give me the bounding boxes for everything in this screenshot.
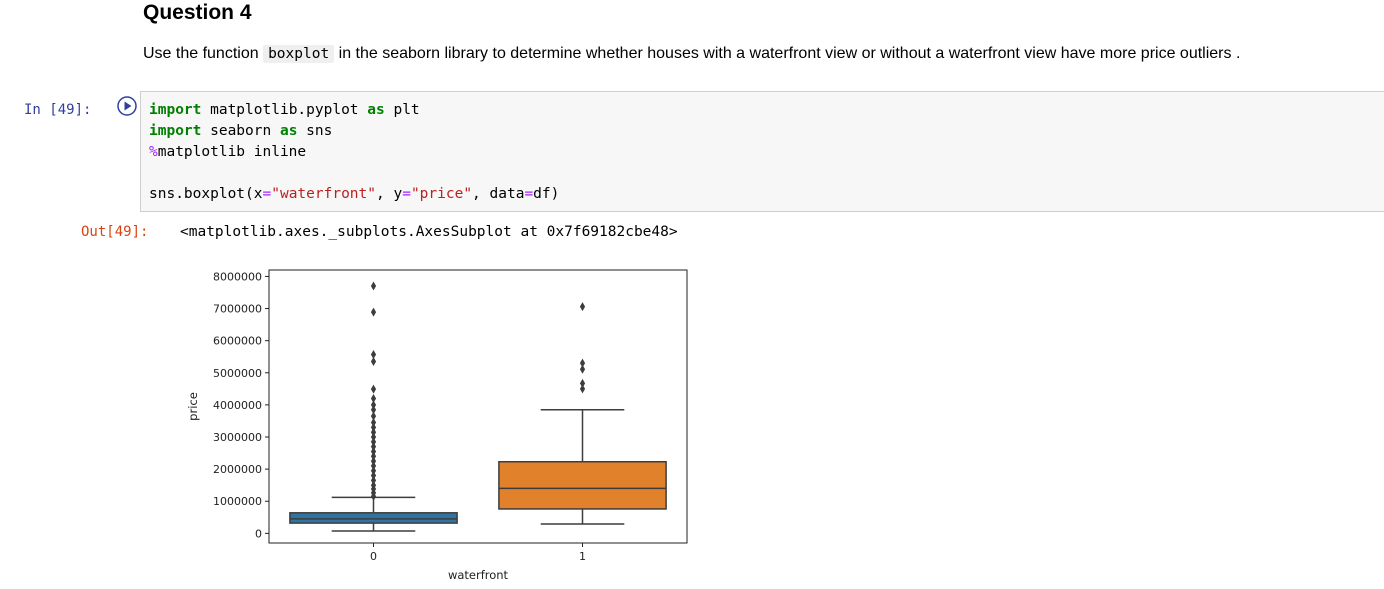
y-tick-label: 1000000 (213, 495, 262, 508)
code-token: import (149, 102, 202, 118)
code-lines: import matplotlib.pyplot as plt import se… (149, 100, 1384, 205)
outlier-point (370, 456, 377, 466)
code-token: as (367, 102, 385, 118)
outlier-point (579, 302, 586, 312)
inline-code-boxplot: boxplot (263, 45, 335, 63)
outlier-point (370, 411, 377, 421)
play-icon (117, 96, 137, 116)
outlier-point (370, 422, 377, 432)
markdown-paragraph: Use the function boxplot in the seaborn … (143, 42, 1240, 66)
code-token: sns.boxplot(x (149, 186, 263, 202)
outlier-point (370, 451, 377, 461)
outlier-point (370, 432, 377, 442)
markdown-heading: Question 4 (143, 1, 252, 24)
outlier-point (370, 405, 377, 415)
code-token: import (149, 123, 202, 139)
outlier-point (370, 357, 377, 367)
outlier-point (370, 491, 377, 501)
y-tick-label: 8000000 (213, 270, 262, 283)
code-line: sns.boxplot(x="waterfront", y="price", d… (149, 184, 1384, 205)
code-token: "price" (410, 186, 473, 202)
code-line (149, 163, 1384, 184)
code-token: , y (376, 186, 403, 202)
outlier-point (579, 384, 586, 394)
plot-frame (268, 269, 688, 544)
run-cell-button[interactable] (117, 96, 137, 116)
outlier-point (370, 400, 377, 410)
x-axis-label: waterfront (448, 568, 509, 582)
outlier-point (370, 471, 377, 481)
y-tick-label: 5000000 (213, 367, 262, 380)
para-text-after: in the seaborn library to determine whet… (334, 45, 1241, 62)
x-tick-label: 0 (370, 550, 377, 563)
y-tick-label: 6000000 (213, 335, 262, 348)
code-token: = (262, 186, 272, 202)
y-axis-label: price (186, 392, 200, 421)
code-line: import seaborn as sns (149, 121, 1384, 142)
output-prompt: Out[49]: (81, 224, 149, 240)
code-token: = (402, 186, 411, 202)
outlier-point (370, 466, 377, 476)
code-token: "waterfront" (271, 186, 376, 202)
outlier-point (370, 437, 377, 447)
outlier-point (579, 358, 586, 368)
outlier-point (370, 281, 377, 291)
code-token: , data (472, 186, 525, 202)
para-text-before: Use the function (143, 45, 264, 62)
boxplot-chart: 0 1000000 2000000 3000000 4000000 5000000 6000… (186, 269, 688, 582)
input-prompt: In [49]: (24, 102, 92, 118)
box-0 (289, 512, 458, 524)
outlier-point (579, 378, 586, 388)
code-token: plt (384, 102, 420, 118)
code-token: as (279, 123, 298, 139)
code-token: = (524, 186, 534, 202)
x-tick-label: 1 (579, 550, 586, 563)
code-token: matplotlib inline (157, 144, 307, 160)
outlier-point (370, 461, 377, 471)
outlier-point (370, 418, 377, 428)
box-1 (498, 460, 667, 510)
outlier-point (370, 427, 377, 437)
y-tick-label: 4000000 (213, 399, 262, 412)
outlier-point (370, 442, 377, 452)
output-text: <matplotlib.axes._subplots.AxesSubplot a… (180, 224, 678, 240)
y-tick-label: 2000000 (213, 463, 262, 476)
code-line: %matplotlib inline (149, 142, 1384, 163)
y-tick-label: 3000000 (213, 431, 262, 444)
y-tick-label: 7000000 (213, 303, 262, 316)
code-token: seaborn (201, 123, 280, 139)
outlier-point (579, 364, 586, 374)
outlier-point (370, 384, 377, 394)
code-token: sns (297, 123, 333, 139)
outlier-point (370, 307, 377, 317)
code-token: matplotlib.pyplot (201, 102, 368, 118)
code-token: % (149, 144, 158, 160)
outlier-point (370, 446, 377, 456)
y-tick-label: 0 (255, 527, 262, 540)
code-editor[interactable]: import matplotlib.pyplot as plt import se… (140, 91, 1384, 212)
outlier-point (370, 393, 377, 403)
outlier-point (370, 349, 377, 359)
code-token: df) (533, 186, 560, 202)
code-line: import matplotlib.pyplot as plt (149, 100, 1384, 121)
outlier-point (370, 475, 377, 485)
